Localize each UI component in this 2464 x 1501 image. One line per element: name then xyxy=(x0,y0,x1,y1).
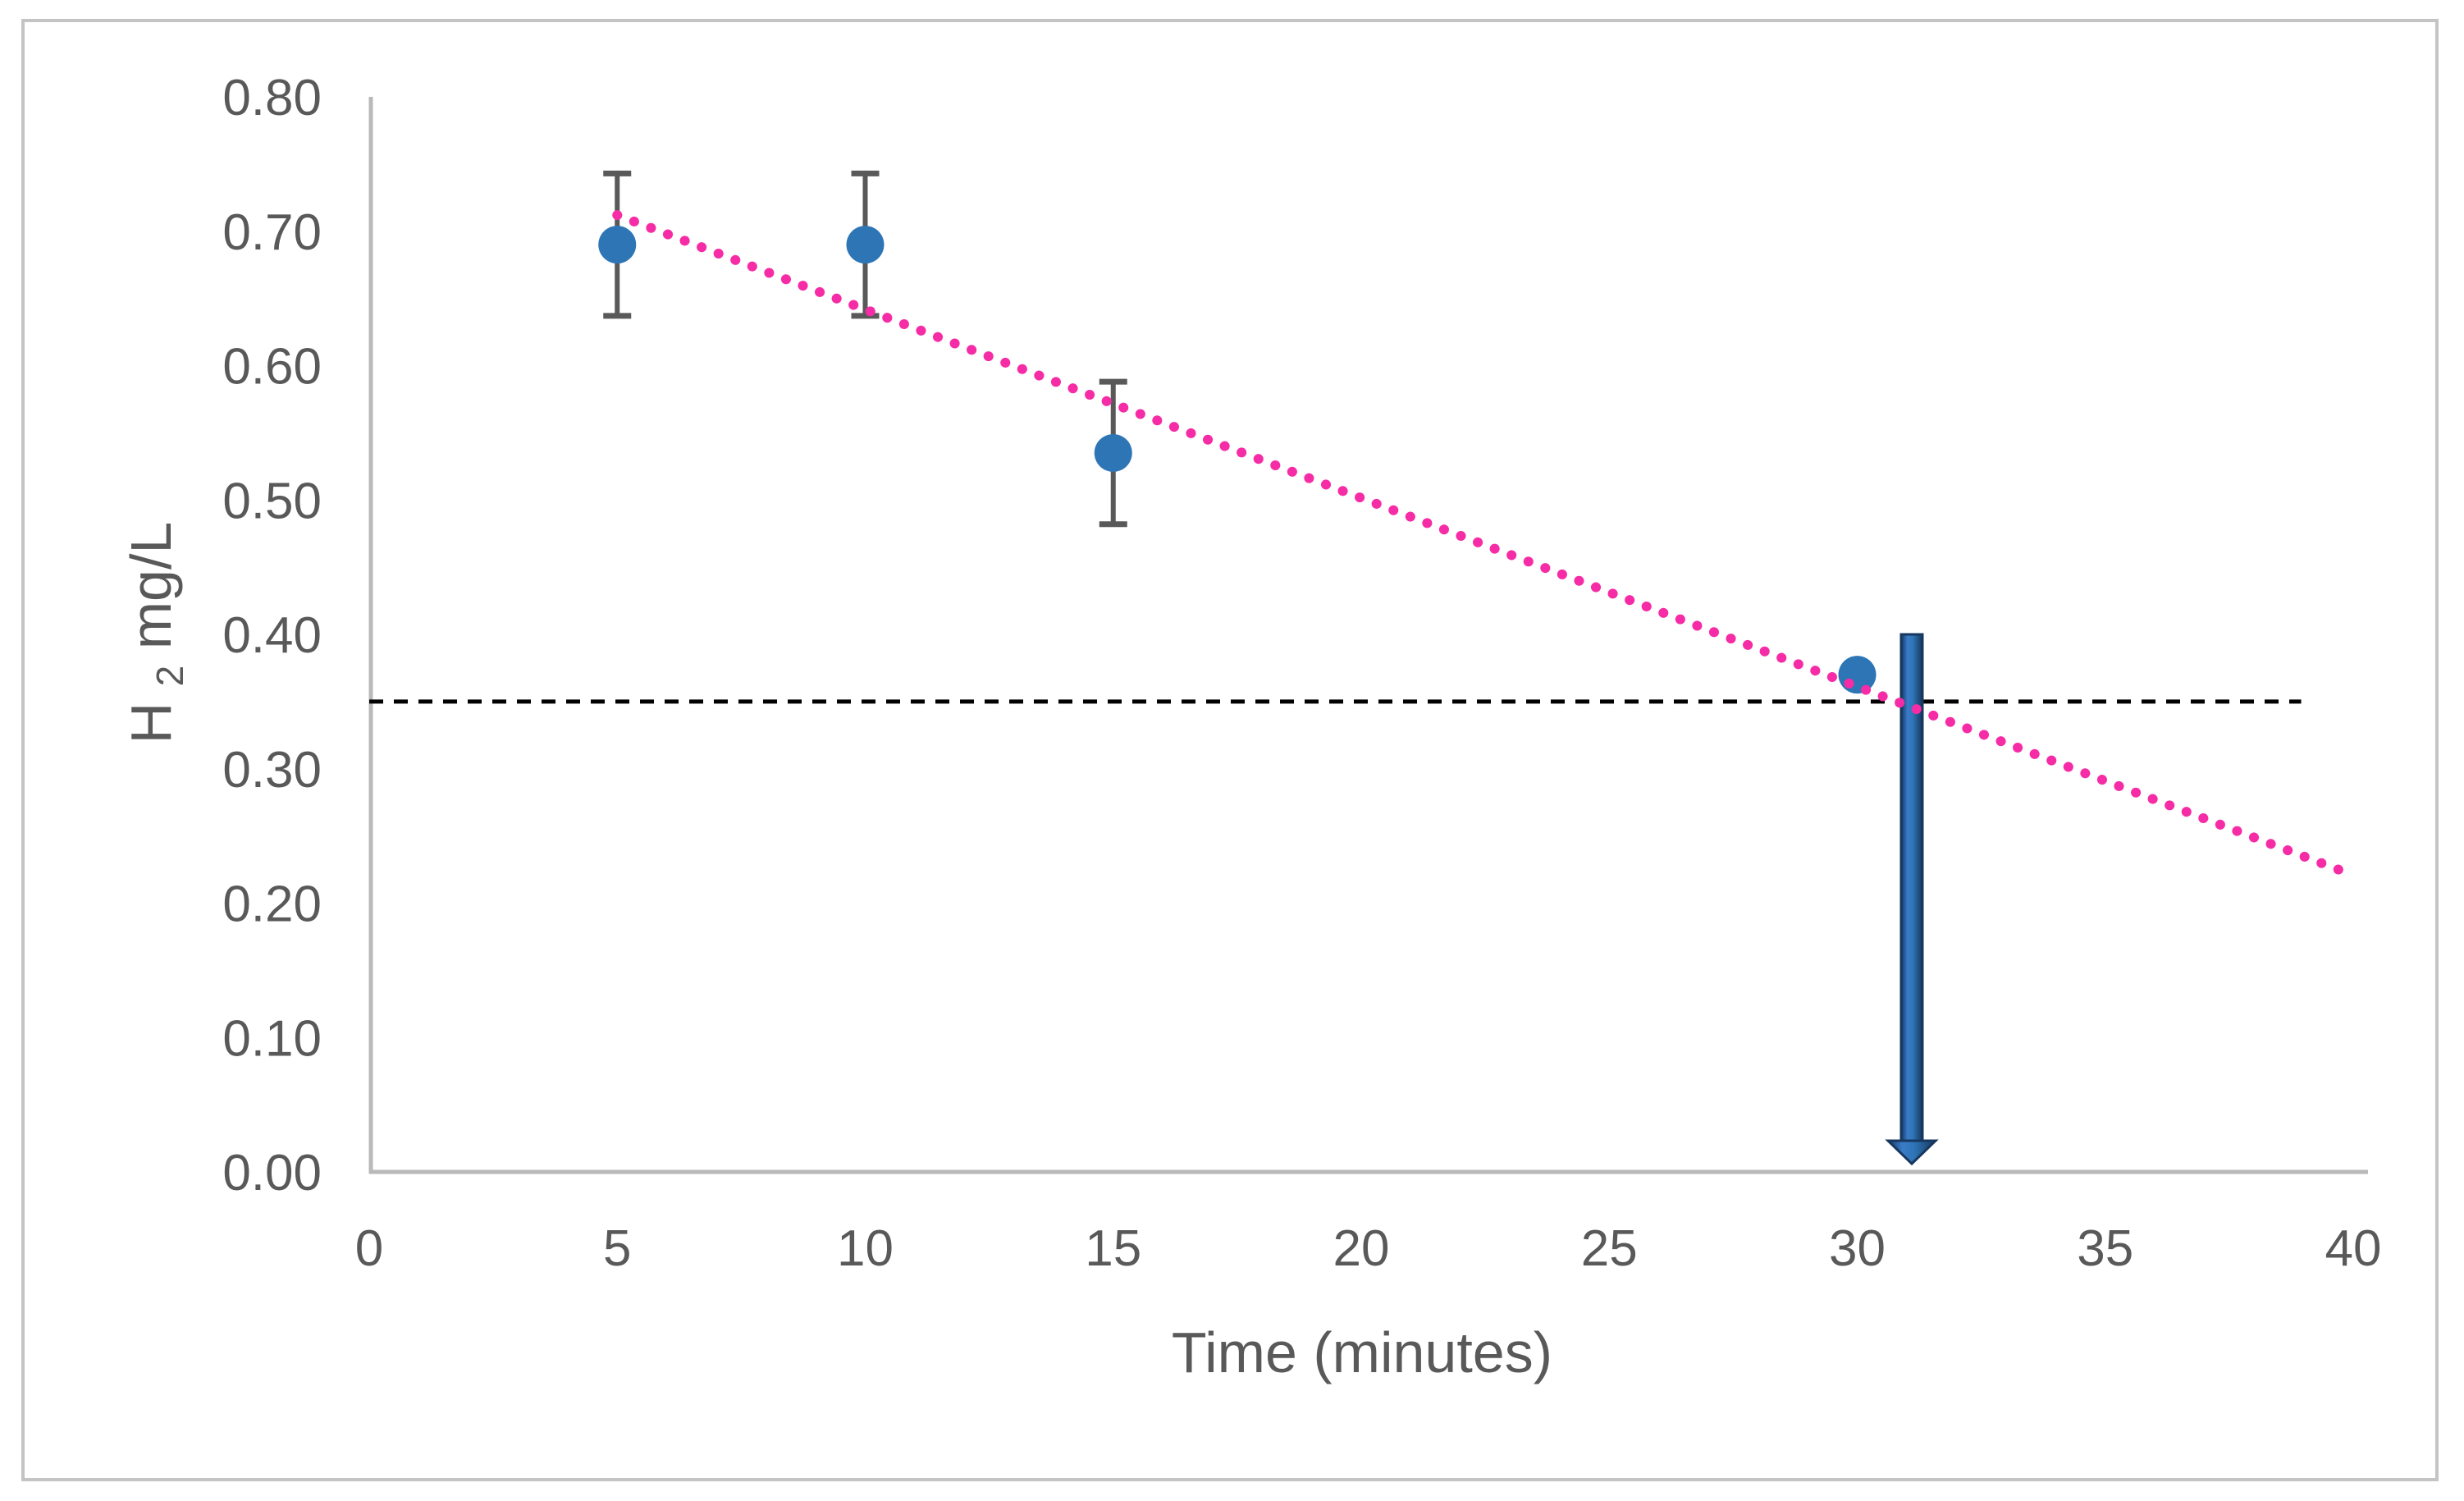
x-tick-label: 35 xyxy=(2077,1220,2133,1277)
data-point-marker xyxy=(598,226,637,264)
y-axis-title-subscript: 2 xyxy=(149,666,191,687)
x-tick-label: 0 xyxy=(355,1220,383,1277)
y-tick-label: 0.50 xyxy=(222,473,322,529)
x-tick-label: 15 xyxy=(1085,1220,1141,1277)
arrow-shaft xyxy=(1899,633,1924,1144)
y-tick-label: 0.10 xyxy=(222,1010,322,1067)
y-axis-title: H 2 mg/L xyxy=(119,522,195,744)
data-point-marker xyxy=(1094,433,1132,472)
y-tick-label: 0.30 xyxy=(222,742,322,799)
y-axis-title-main: H xyxy=(119,702,183,744)
y-tick-label: 0.20 xyxy=(222,876,322,933)
y-tick-label: 0.00 xyxy=(222,1145,322,1201)
x-tick-label: 10 xyxy=(837,1220,894,1277)
figure-border xyxy=(21,19,2439,1481)
trendline-group xyxy=(612,210,2343,875)
y-tick-label: 0.60 xyxy=(222,339,322,396)
y-tick-label: 0.40 xyxy=(222,607,322,664)
y-axis-title-units: mg/L xyxy=(119,522,183,650)
data-points-group xyxy=(598,226,1877,694)
y-tick-label: 0.70 xyxy=(222,204,322,261)
x-tick-label: 30 xyxy=(1829,1220,1886,1277)
annotation-arrow-group xyxy=(1885,633,1939,1166)
trendline-dotted xyxy=(612,210,2343,875)
x-axis-title: Time (minutes) xyxy=(1172,1320,1552,1384)
data-point-marker xyxy=(846,226,885,264)
x-tick-label: 5 xyxy=(603,1220,631,1277)
x-tick-labels: 0 5 10 15 20 25 30 35 40 xyxy=(355,1220,2382,1277)
arrow-head xyxy=(1885,1139,1939,1166)
x-tick-label: 20 xyxy=(1333,1220,1390,1277)
y-tick-label: 0.80 xyxy=(222,70,322,126)
x-tick-label: 40 xyxy=(2325,1220,2382,1277)
data-point-marker xyxy=(1838,656,1877,694)
y-tick-labels: 0.00 0.10 0.20 0.30 0.40 0.50 0.60 0.70 0.80 xyxy=(222,70,322,1201)
x-tick-label: 25 xyxy=(1581,1220,1638,1277)
